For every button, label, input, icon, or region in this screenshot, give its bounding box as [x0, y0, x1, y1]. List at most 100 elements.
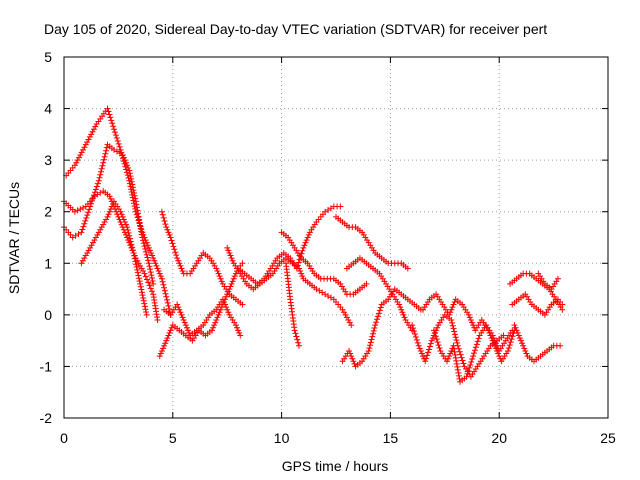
data-point [148, 272, 155, 279]
data-point [92, 186, 99, 193]
data-point [163, 224, 170, 231]
data-point [165, 229, 172, 236]
data-point [105, 211, 112, 218]
data-point [78, 229, 85, 236]
data-point [81, 144, 88, 151]
data-point [451, 298, 458, 305]
data-point [79, 257, 86, 264]
data-point [210, 324, 217, 331]
data-point [90, 239, 97, 246]
data-point [303, 237, 310, 244]
data-point [158, 275, 165, 282]
data-point [516, 335, 523, 342]
data-point [103, 147, 110, 154]
data-point [227, 283, 234, 290]
data-point [142, 306, 149, 313]
data-point [157, 350, 164, 357]
data-point [145, 260, 152, 267]
x-axis-ticks: 0 5 10 15 20 25 [60, 57, 616, 446]
data-point [559, 301, 566, 308]
data-point [508, 336, 515, 343]
data-point [299, 273, 306, 280]
data-point [144, 254, 151, 261]
data-point [228, 280, 235, 287]
data-point [136, 216, 143, 223]
data-point [135, 213, 142, 220]
data-point [511, 322, 518, 329]
data-point [153, 262, 160, 269]
data-point [291, 327, 298, 334]
data-point [126, 170, 133, 177]
data-point [449, 304, 456, 311]
data-point [454, 366, 461, 373]
data-point [137, 225, 144, 232]
data-point [127, 238, 134, 245]
series-track-m [339, 286, 424, 370]
data-point [118, 211, 125, 218]
data-point [449, 322, 456, 329]
data-point [103, 144, 110, 151]
data-point [351, 360, 358, 367]
data-point [141, 300, 148, 307]
data-point [513, 327, 520, 334]
data-point [130, 249, 137, 256]
data-point [453, 360, 460, 367]
data-point [108, 117, 115, 124]
x-tick-label: 5 [169, 430, 177, 446]
data-point [399, 309, 406, 316]
data-point [73, 159, 80, 166]
data-point [232, 322, 239, 329]
data-point [94, 180, 101, 187]
data-point [90, 126, 97, 133]
data-point [100, 159, 107, 166]
data-point [104, 213, 111, 220]
data-point [71, 162, 78, 169]
data-point [519, 340, 526, 347]
data-point [81, 220, 88, 227]
data-point [86, 206, 93, 213]
data-point [223, 304, 230, 311]
data-point [143, 311, 150, 318]
data-point [343, 314, 350, 321]
data-point [125, 229, 132, 236]
data-point [137, 280, 144, 287]
data-point [294, 262, 301, 269]
data-point [470, 322, 477, 329]
data-point [80, 146, 87, 153]
y-tick-label: 4 [44, 101, 52, 117]
data-point [370, 327, 377, 334]
data-point [169, 240, 176, 247]
data-point [156, 353, 163, 360]
data-point [97, 226, 104, 233]
data-point [151, 257, 158, 264]
data-point [420, 353, 427, 360]
data-point [218, 278, 225, 285]
data-point [145, 279, 152, 286]
data-point [141, 303, 148, 310]
series-track-n [343, 255, 416, 334]
data-point [304, 234, 311, 241]
data-point [166, 231, 173, 238]
data-point [179, 314, 186, 321]
data-point [161, 287, 168, 294]
data-point [128, 175, 135, 182]
data-point [220, 298, 227, 305]
data-point [410, 325, 417, 332]
data-point [158, 347, 165, 354]
data-point [233, 324, 240, 331]
data-point [454, 363, 461, 370]
x-tick-label: 15 [383, 430, 399, 446]
data-point [94, 231, 101, 238]
data-point [225, 247, 232, 254]
data-point [182, 322, 189, 329]
data-point [431, 330, 438, 337]
data-point [301, 242, 308, 249]
data-point [417, 347, 424, 354]
data-point [168, 324, 175, 331]
x-tick-label: 0 [60, 430, 68, 446]
data-point [180, 317, 187, 324]
data-point [107, 195, 114, 202]
data-point [435, 342, 442, 349]
data-point [464, 370, 471, 377]
series-track-t [511, 322, 564, 365]
